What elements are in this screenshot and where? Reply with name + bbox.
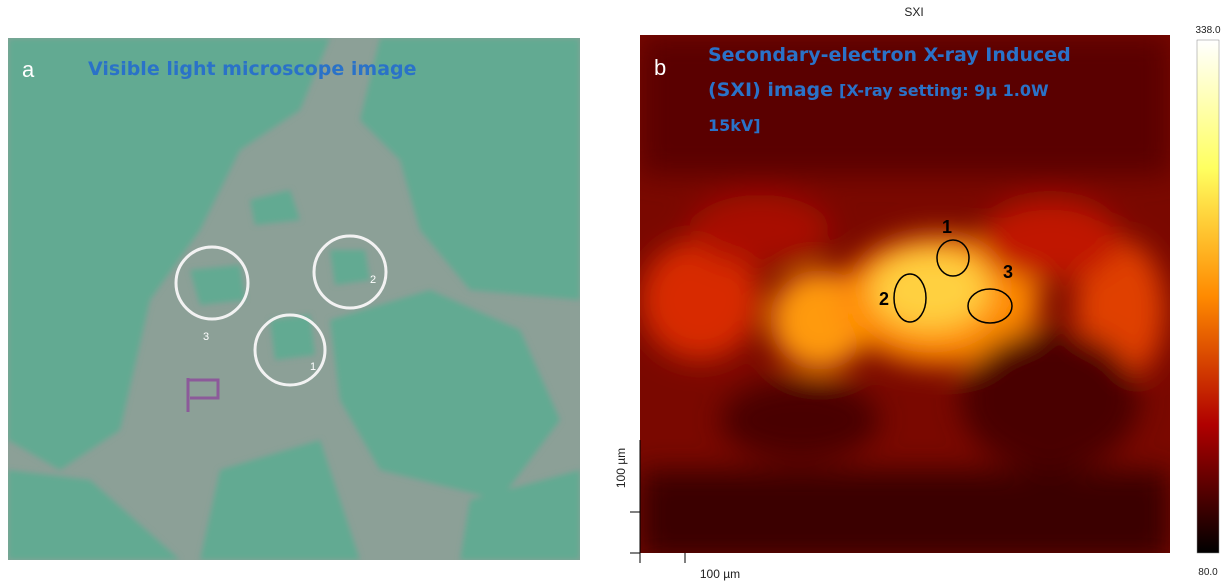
colorbar-min: 80.0 (1198, 567, 1218, 578)
figure: a Visible light microscope image 1 2 3 S… (0, 0, 1225, 583)
region-label: 1 (942, 217, 952, 237)
sxi-image (640, 35, 1170, 560)
scale-label: 100 µm (700, 567, 740, 581)
colorbar (1197, 40, 1219, 553)
marker-label: 2 (370, 274, 376, 286)
microscope-image (8, 38, 580, 560)
panel-title: (SXI) image [X-ray setting: 9µ 1.0W (708, 79, 1049, 101)
region-label: 2 (879, 289, 889, 309)
colorbar-max: 338.0 (1195, 25, 1220, 36)
marker-label: 1 (310, 361, 316, 373)
panel-label: b (654, 55, 666, 80)
panel-label: a (22, 57, 35, 82)
region-label: 3 (1003, 262, 1013, 282)
panel-title: Secondary-electron X-ray Induced (708, 44, 1071, 66)
panel-header: SXI (904, 5, 923, 19)
panel-title: Visible light microscope image (88, 58, 417, 80)
marker-label: 3 (203, 331, 209, 343)
setting: [X-ray setting: 9µ 1.0W (839, 81, 1049, 100)
panel-title: (SXI) image (708, 79, 833, 101)
scale-label: 100 µm (614, 448, 628, 488)
setting: 15kV] (708, 116, 761, 135)
